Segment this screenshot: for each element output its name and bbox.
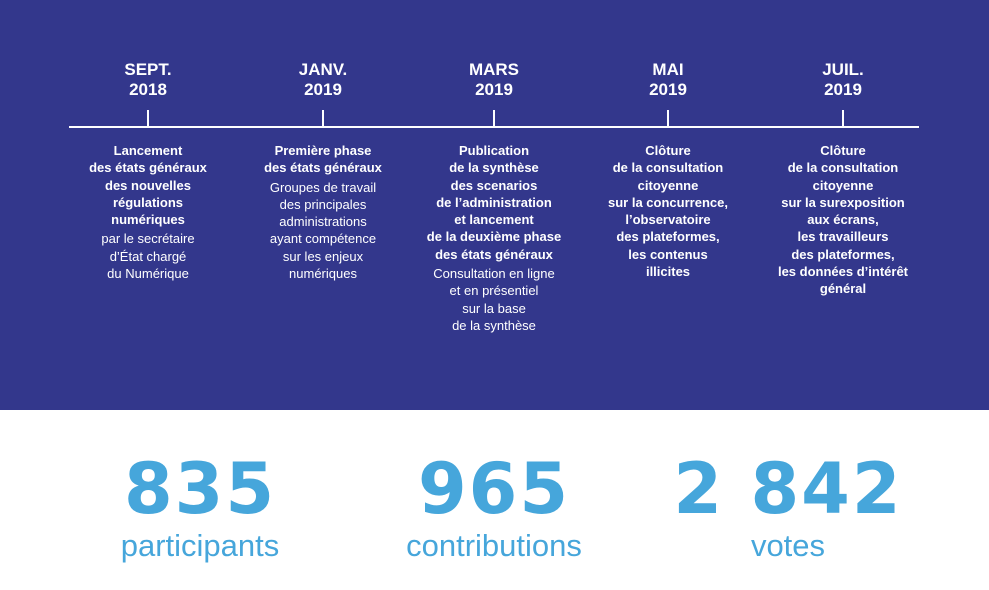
- event-detail: Groupes de travail des principales admin…: [269, 179, 377, 282]
- timeline-tick: [667, 110, 669, 127]
- event-title: Clôture de la consultation citoyenne sur…: [777, 143, 909, 297]
- stat-contributions: 965 contributions: [364, 452, 624, 564]
- event-description: Première phase des états généraux Groupe…: [238, 142, 408, 282]
- event-title: Lancement des états généraux des nouvell…: [89, 143, 207, 228]
- event-title: Première phase des états généraux: [264, 143, 382, 176]
- event-description: Publication de la synthèse des scenarios…: [409, 142, 579, 334]
- stat-votes: 2 842 votes: [658, 452, 918, 564]
- event-date: MAI 2019: [649, 60, 687, 99]
- timeline-panel: SEPT. 2018 Lancement des états généraux …: [0, 0, 989, 410]
- event-detail: par le secrétaire d’État chargé du Numér…: [101, 231, 195, 282]
- event-date: JUIL. 2019: [822, 60, 864, 99]
- event-title: Publication de la synthèse des scenarios…: [426, 143, 562, 262]
- stat-value: 2 842: [673, 448, 903, 530]
- event-title: Clôture de la consultation citoyenne sur…: [608, 143, 728, 280]
- stat-label: contributions: [406, 528, 582, 563]
- event-description: Lancement des états généraux des nouvell…: [63, 142, 233, 282]
- event-date: SEPT. 2018: [124, 60, 172, 99]
- stat-participants: 835 participants: [70, 452, 330, 564]
- timeline-axis: [69, 126, 919, 128]
- event-date: MARS 2019: [468, 60, 520, 99]
- event-detail: Consultation en ligne et en présentiel s…: [433, 266, 555, 333]
- timeline-tick: [322, 110, 324, 127]
- timeline-tick: [493, 110, 495, 127]
- stat-label: votes: [750, 528, 826, 563]
- stat-value: 965: [417, 448, 571, 530]
- event-description: Clôture de la consultation citoyenne sur…: [583, 142, 753, 280]
- stat-label: participants: [120, 528, 280, 563]
- timeline-tick: [842, 110, 844, 127]
- event-description: Clôture de la consultation citoyenne sur…: [758, 142, 928, 298]
- stat-value: 835: [123, 448, 277, 530]
- timeline-tick: [147, 110, 149, 127]
- event-date: JANV. 2019: [298, 60, 348, 99]
